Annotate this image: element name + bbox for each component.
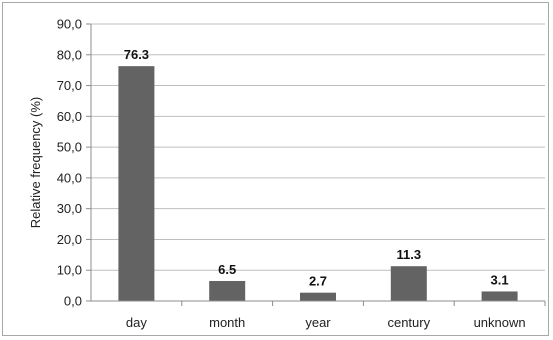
- x-category-label: century: [387, 315, 430, 330]
- x-category-label: year: [305, 315, 331, 330]
- data-label-century: 11.3: [397, 247, 422, 262]
- data-label-unknown: 3.1: [491, 272, 509, 287]
- data-label-year: 2.7: [309, 274, 327, 289]
- bar-unknown: [481, 291, 518, 301]
- y-tick-label: 20,0: [57, 232, 82, 247]
- bar-century: [390, 266, 427, 301]
- bar-month: [209, 280, 246, 301]
- data-label-day: 76.3: [124, 47, 149, 62]
- x-category-label: month: [209, 315, 245, 330]
- y-axis-title: Relative frequency (%): [28, 97, 43, 229]
- data-label-month: 6.5: [218, 262, 236, 277]
- bars: [118, 66, 518, 301]
- y-tick-label: 80,0: [57, 47, 82, 62]
- y-tick-label: 10,0: [57, 263, 82, 278]
- gridlines: [91, 23, 545, 271]
- bar-year: [300, 292, 336, 301]
- y-tick-label: 40,0: [57, 170, 82, 185]
- y-tick-label: 0,0: [64, 294, 82, 309]
- chart-frame: [2, 2, 549, 336]
- x-axis-categories: day month year century unknown: [126, 301, 546, 330]
- y-tick-label: 30,0: [57, 201, 82, 216]
- x-category-label: unknown: [474, 315, 526, 330]
- y-axis-ticks: 0,0 10,0 20,0 30,0 40,0 50,0 60,0 70,0 80,0 90,0: [57, 17, 91, 309]
- data-labels: 76.3 6.5 2.7 11.3 3.1: [124, 47, 509, 289]
- x-category-label: day: [126, 315, 147, 330]
- y-tick-label: 70,0: [57, 78, 82, 93]
- y-tick-label: 60,0: [57, 109, 82, 124]
- bar-day: [118, 66, 155, 301]
- y-tick-label: 90,0: [57, 17, 82, 32]
- y-tick-label: 50,0: [57, 140, 82, 155]
